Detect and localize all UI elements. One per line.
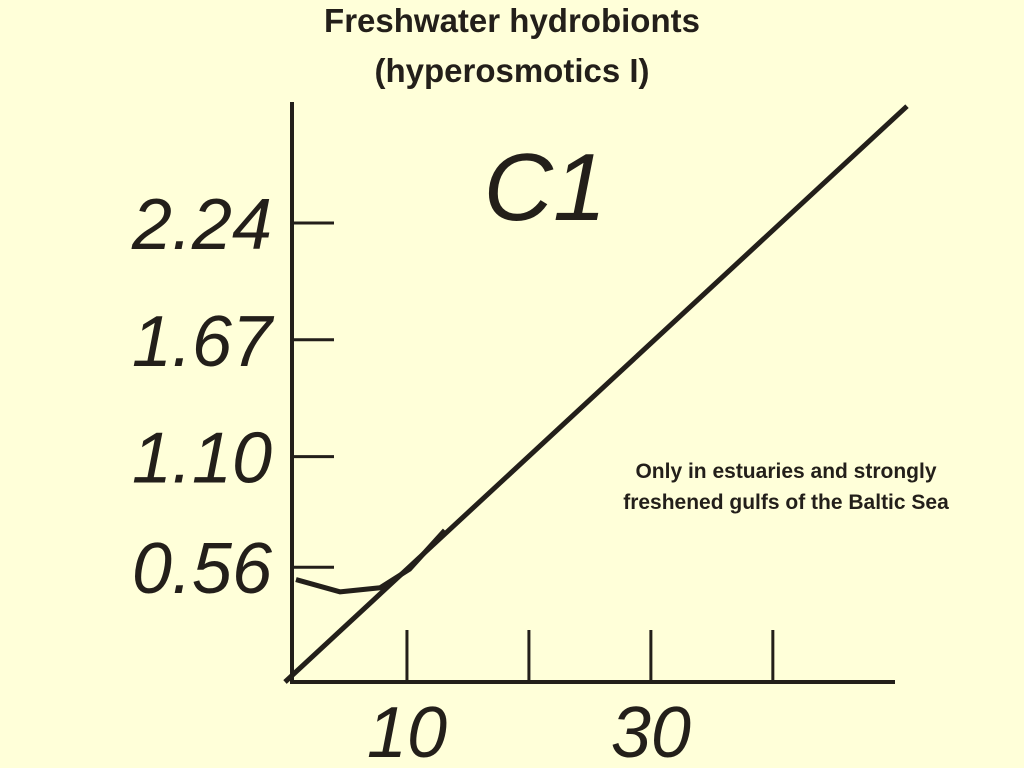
chart-title: Freshwater hydrobionts: [324, 2, 700, 39]
annotation: freshened gulfs of the Baltic Sea: [623, 491, 949, 514]
data-line: [295, 528, 447, 595]
y-tick-label: 0.56: [132, 529, 273, 609]
x-tick-label: 10: [367, 693, 447, 768]
annotation: Only in estuaries and strongly: [635, 460, 936, 483]
chart-label: C1: [484, 134, 607, 241]
chart-subtitle: (hyperosmotics I): [374, 52, 649, 89]
data-line: [283, 104, 909, 684]
x-tick-label: 30: [611, 693, 691, 768]
y-tick-label: 1.10: [132, 419, 272, 499]
y-tick-label: 2.24: [131, 185, 272, 265]
y-tick-label: 1.67: [132, 302, 275, 382]
